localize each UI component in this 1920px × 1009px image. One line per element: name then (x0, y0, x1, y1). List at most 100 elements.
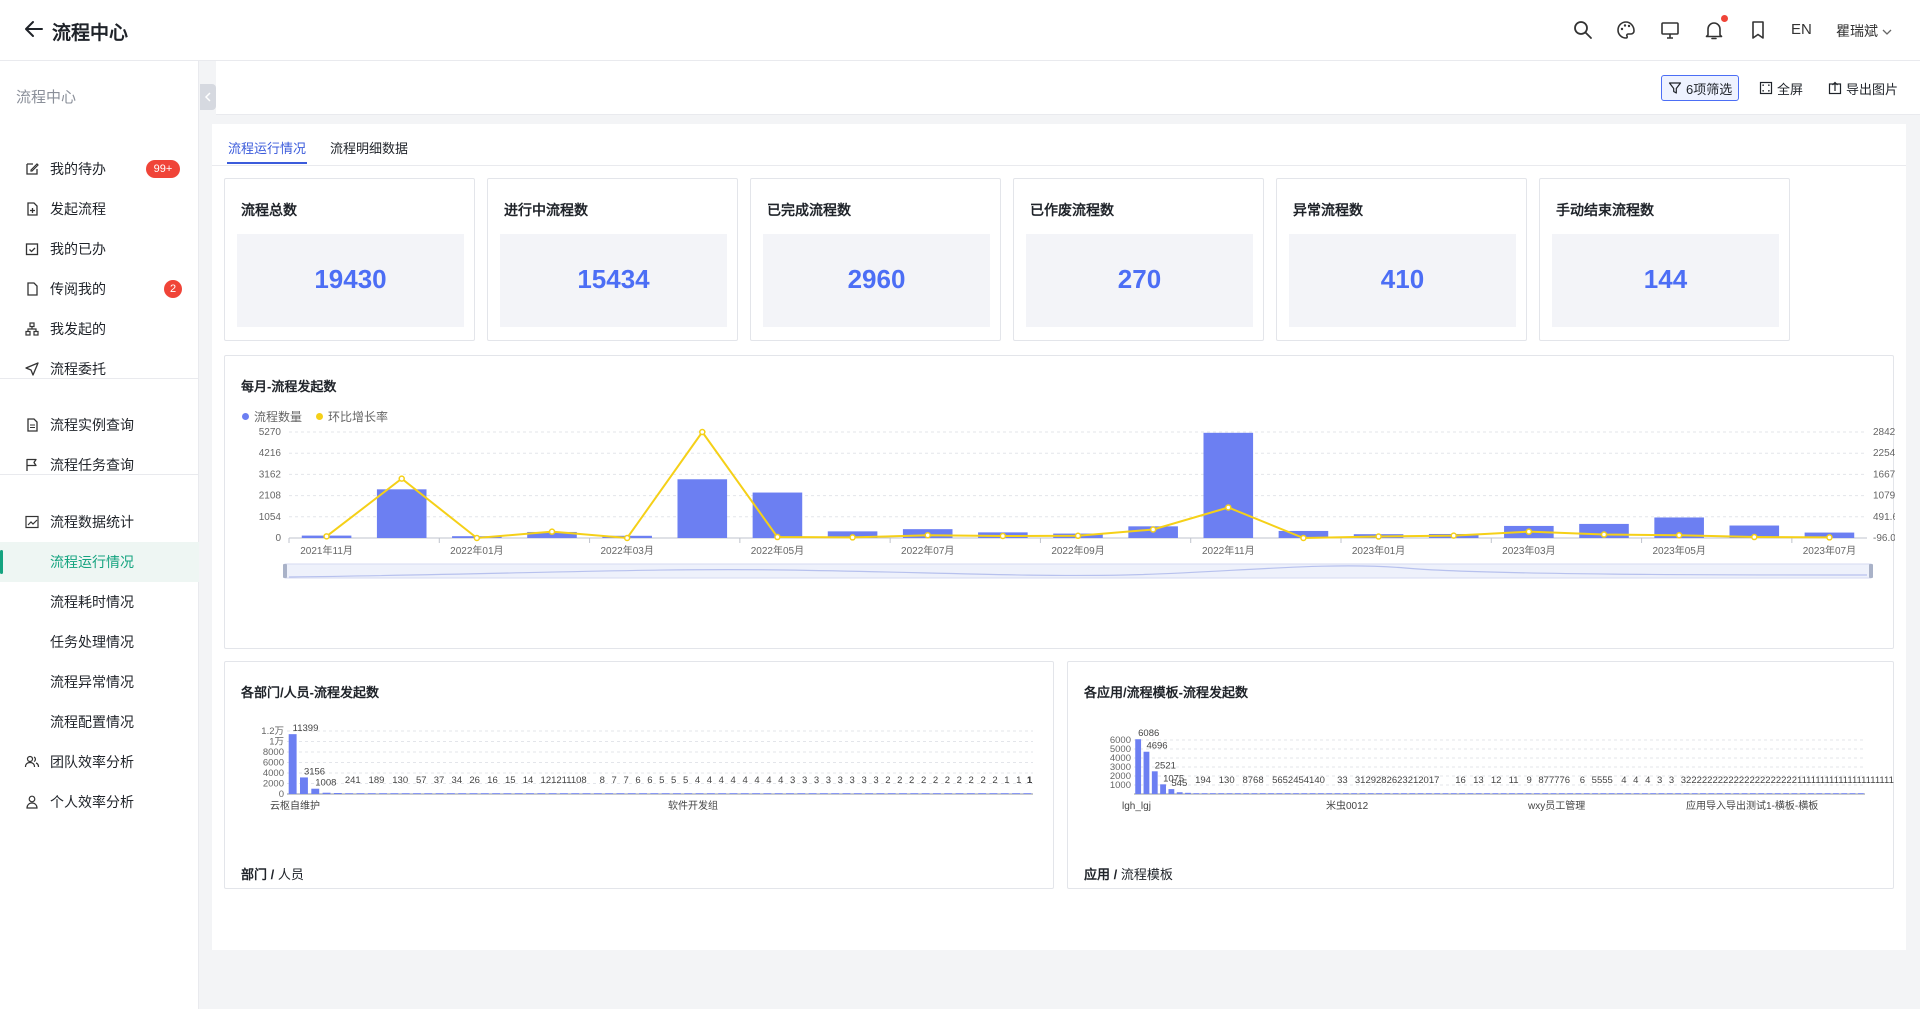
tab-divider (212, 165, 1906, 166)
bar-label: 877776 (1538, 775, 1570, 786)
bar (1284, 793, 1291, 794)
growth-point-2022年03月 (623, 534, 631, 542)
bar (1625, 793, 1632, 794)
bar (1417, 793, 1424, 794)
bar (1641, 793, 1648, 794)
bar (831, 793, 840, 794)
bar-label: 189 (369, 775, 385, 786)
bar-label: 13 (1473, 775, 1484, 786)
chevron-down-icon (1882, 29, 1892, 36)
bar-label: 4 (707, 775, 712, 786)
bar (1367, 793, 1374, 794)
back-arrow-icon[interactable] (22, 17, 46, 41)
monitor-icon[interactable] (1659, 19, 1681, 41)
sidebar-item-start-process[interactable]: 发起流程 (0, 189, 199, 229)
bar-label: 6086 (1138, 728, 1159, 739)
bar-label: 194 (1195, 775, 1211, 786)
bar (718, 793, 727, 794)
caption-bold: 部门 / (241, 867, 275, 882)
sidebar-item-todo[interactable]: 我的待办 99+ (0, 149, 199, 189)
bar (1525, 793, 1532, 794)
stat-label: 已作废流程数 (1030, 202, 1114, 218)
sidebar-item-label: 团队效率分析 (50, 754, 134, 770)
bar (1691, 793, 1698, 794)
export-icon (1828, 81, 1842, 95)
y-tick-label: 4000 (263, 768, 284, 779)
sidebar-item-initiated[interactable]: 我发起的 (0, 309, 199, 349)
bar (944, 793, 953, 794)
bar-label: 1 (1027, 775, 1032, 786)
sidebar-item-label: 流程委托 (50, 361, 106, 377)
bar (932, 793, 941, 794)
palette-icon[interactable] (1615, 19, 1637, 41)
sidebar-item-task-handling[interactable]: 任务处理情况 (0, 622, 199, 662)
y-tick-label-left: 0 (275, 533, 281, 544)
sidebar-item-delegate[interactable]: 流程委托 (0, 349, 199, 389)
legend-item-count[interactable]: 流程数量 (242, 408, 302, 425)
fullscreen-button[interactable]: 全屏 (1759, 75, 1803, 101)
x-tick-label: 2022年01月 (450, 544, 503, 557)
user-menu[interactable]: 瞿瑞斌 (1836, 21, 1892, 41)
bar-label: 7 (623, 775, 628, 786)
sidebar-item-circulated[interactable]: 传阅我的 2 (0, 269, 199, 309)
bar-label: 2 (909, 775, 914, 786)
sidebar-collapse-button[interactable] (200, 84, 216, 110)
growth-point-2022年07月 (924, 532, 931, 539)
filter-button[interactable]: 6项筛选 (1661, 75, 1740, 101)
sidebar-item-configuration[interactable]: 流程配置情况 (0, 702, 199, 742)
action-bar: 6项筛选 全屏 导出图片 (216, 61, 1920, 115)
sidebar-item-personal-efficiency[interactable]: 个人效率分析 (0, 782, 199, 822)
sidebar-item-label: 流程异常情况 (50, 674, 134, 690)
sidebar-item-run-status[interactable]: 流程运行情况 (0, 542, 199, 582)
y-tick-label: 1万 (269, 737, 284, 748)
tab-run-status[interactable]: 流程运行情况 (228, 141, 307, 156)
bar-label: 4696 (1146, 741, 1167, 752)
sidebar-item-duration[interactable]: 流程耗时情况 (0, 582, 199, 622)
bar-label: 3 (838, 775, 843, 786)
bar (1392, 793, 1399, 794)
bar (1749, 793, 1756, 794)
bar (1791, 793, 1798, 794)
sidebar-item-team-efficiency[interactable]: 团队效率分析 (0, 742, 199, 782)
bar-label: 2 (957, 775, 962, 786)
bar-label: 1 (1027, 775, 1032, 786)
sidebar-item-done[interactable]: 我的已办 (0, 229, 199, 269)
team-icon (24, 755, 40, 768)
export-image-button[interactable]: 导出图片 (1828, 75, 1898, 101)
bar (1301, 793, 1308, 794)
language-switch[interactable]: EN (1791, 21, 1812, 38)
bookmark-icon[interactable] (1747, 19, 1769, 41)
y-tick-label: 8000 (263, 747, 284, 758)
sidebar-item-instance-query[interactable]: 流程实例查询 (0, 405, 199, 445)
sidebar-item-statistics[interactable]: 流程数据统计 (0, 502, 199, 542)
bar (1824, 793, 1831, 794)
xaxis-caption: 应用 / 流程模板 (1084, 864, 1173, 883)
y-tick-label-left: 5270 (259, 427, 282, 438)
bar (978, 793, 987, 794)
sidebar-item-task-query[interactable]: 流程任务查询 (0, 445, 199, 485)
x-tick-label: 2021年11月 (300, 544, 353, 557)
bell-icon[interactable] (1703, 19, 1725, 41)
caption-rest: 流程模板 (1117, 867, 1173, 882)
application-chart-panel: 各应用/流程模板-流程发起数 1000 2000 3000 4000 5000 6000 6… (1067, 661, 1894, 889)
legend-item-growth[interactable]: 环比增长率 (316, 408, 388, 425)
chevron-left-icon (204, 92, 211, 102)
circulated-badge: 2 (164, 280, 182, 298)
stat-label: 手动结束流程数 (1556, 202, 1654, 218)
bar-label: 3 (1669, 775, 1674, 786)
bar-label: 3 (826, 775, 831, 786)
bar (695, 793, 704, 794)
bar-label: 14 (523, 775, 534, 786)
bar (1176, 792, 1183, 794)
search-icon[interactable] (1572, 19, 1594, 41)
x-tick-label: 2022年05月 (751, 544, 804, 557)
bar (492, 793, 501, 794)
stat-label: 流程总数 (241, 202, 297, 218)
sidebar-item-exceptions[interactable]: 流程异常情况 (0, 662, 199, 702)
growth-point-2023年05月 (1675, 532, 1683, 539)
active-tab-indicator (227, 162, 307, 164)
bar (345, 793, 354, 794)
bar (910, 793, 919, 794)
tab-detail-data[interactable]: 流程明细数据 (330, 141, 409, 156)
bar-label: 3156 (304, 766, 325, 777)
